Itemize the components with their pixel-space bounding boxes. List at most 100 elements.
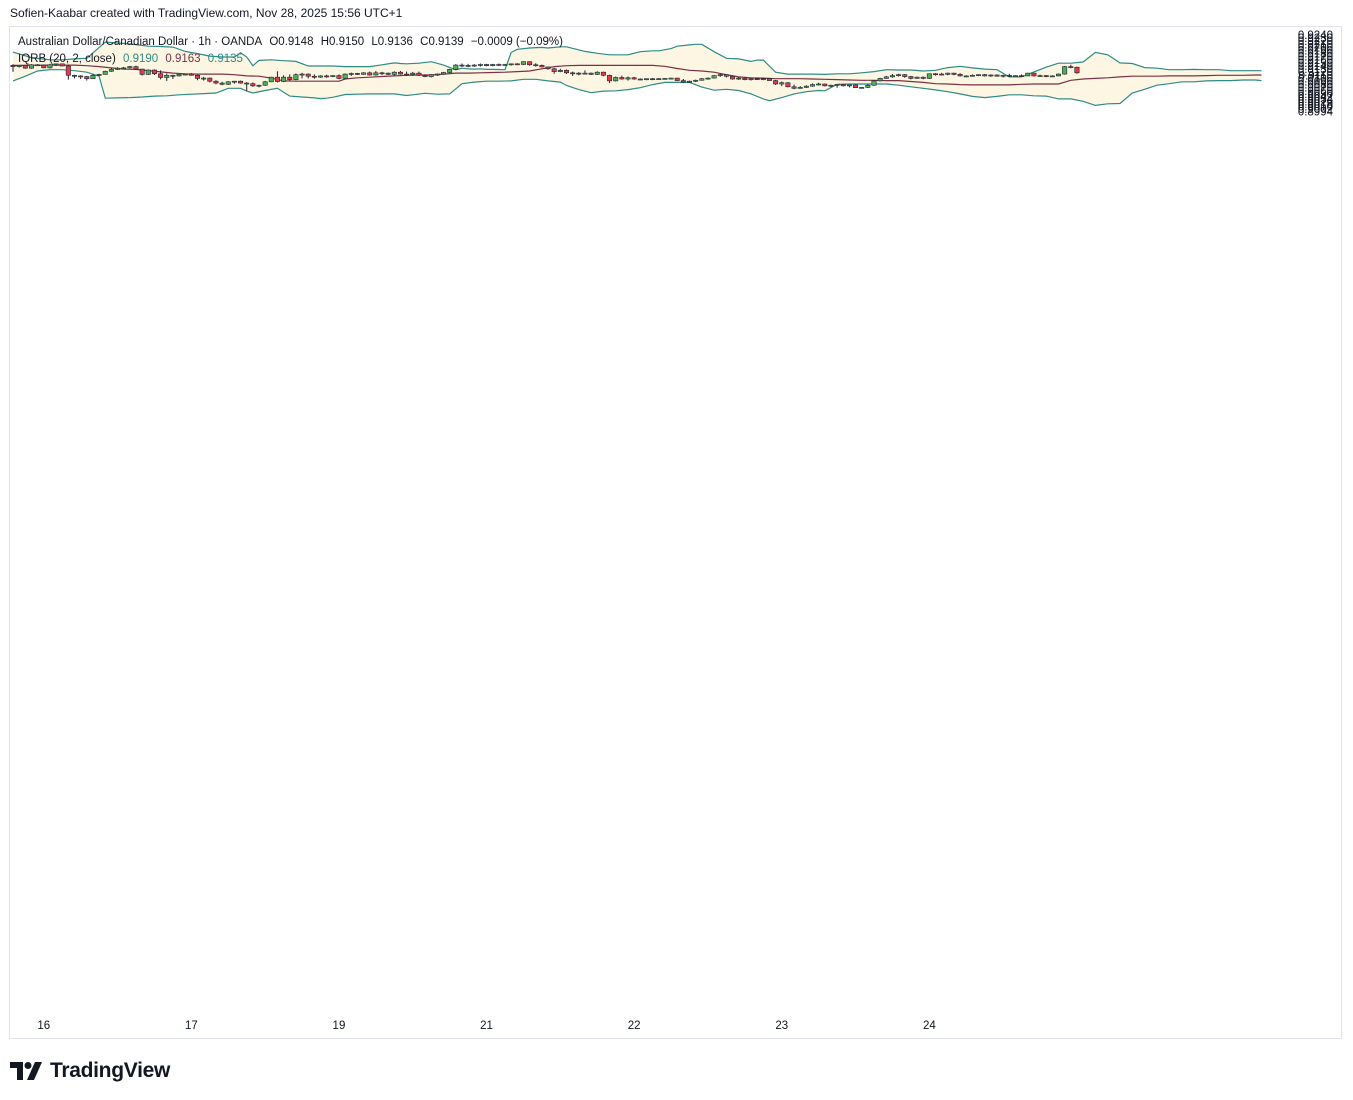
price-tick-label: 0.9002 xyxy=(1298,104,1333,116)
candle xyxy=(342,73,348,80)
price-tick-label: 0.9120 xyxy=(1298,67,1333,79)
candle-body-down xyxy=(1031,72,1037,77)
candle-body-down xyxy=(539,65,545,68)
candle-body-down xyxy=(324,75,330,78)
band-layer xyxy=(12,41,1262,107)
price-tick-label: 0.9220 xyxy=(1298,36,1333,48)
candle xyxy=(281,75,287,83)
candle xyxy=(354,72,360,75)
candle xyxy=(748,78,754,81)
candle-body-down xyxy=(22,65,28,69)
candle xyxy=(766,78,772,81)
candle-body-down xyxy=(563,70,569,74)
candle-body-down xyxy=(151,69,157,75)
candle-body-up xyxy=(816,83,822,86)
candle xyxy=(299,72,305,79)
candle-body-up xyxy=(736,77,742,80)
tradingview-logo-icon xyxy=(10,1062,42,1080)
candle xyxy=(988,74,994,77)
candle-body-down xyxy=(195,75,201,79)
candle xyxy=(545,66,551,70)
candle xyxy=(305,73,311,79)
candle xyxy=(1043,74,1049,78)
candle xyxy=(594,71,600,75)
candle xyxy=(102,70,108,75)
candle xyxy=(1031,72,1037,77)
candle-body-up xyxy=(262,81,268,86)
candle xyxy=(434,73,440,76)
candle xyxy=(1062,66,1068,75)
candle xyxy=(637,78,643,81)
candle xyxy=(969,74,975,77)
indicator-title[interactable]: IQRB (20, 2, close) xyxy=(18,53,116,65)
candle xyxy=(533,63,539,67)
price-tick-label: 0.9210 xyxy=(1298,39,1333,51)
price-tick-label: 0.9190 xyxy=(1298,46,1333,58)
candle xyxy=(520,61,526,66)
time-axis[interactable]: 16 17 19 21 22 23 24 xyxy=(37,1020,936,1032)
candle-body-up xyxy=(440,72,446,75)
low-value: L0.9136 xyxy=(371,36,413,48)
candle xyxy=(859,87,865,89)
candle xyxy=(195,74,201,81)
candle xyxy=(53,63,59,66)
price-tick-label: 0.9110 xyxy=(1299,70,1333,82)
candle xyxy=(385,72,391,75)
candle-body-up xyxy=(102,70,108,75)
candle xyxy=(834,83,840,88)
candle xyxy=(816,82,822,86)
candle-body-up xyxy=(976,74,982,76)
candle-body-down xyxy=(287,76,293,80)
candle-body-down xyxy=(723,74,729,77)
time-tick-label: 22 xyxy=(628,1020,641,1032)
candle xyxy=(65,65,71,80)
lower-band-value: 0.9135 xyxy=(207,53,243,65)
time-tick-label: 23 xyxy=(775,1020,788,1032)
price-tick-label: 0.9180 xyxy=(1298,49,1333,61)
candle-body-down xyxy=(1068,66,1074,68)
candle xyxy=(416,71,422,76)
candle xyxy=(853,84,859,89)
candle-body-up xyxy=(803,85,809,88)
candle-body-up xyxy=(859,87,865,89)
candle-body-up xyxy=(108,69,114,72)
price-tick-label: 0.9042 xyxy=(1298,91,1333,103)
candle xyxy=(582,70,588,75)
candle xyxy=(865,83,871,89)
candle xyxy=(889,74,895,78)
candle xyxy=(256,84,262,88)
candle-body-up xyxy=(969,75,975,77)
candle xyxy=(668,77,674,80)
candle-body-down xyxy=(59,63,65,67)
candle-body-up xyxy=(256,84,262,87)
candle xyxy=(250,82,256,87)
chart-legend: Australian Dollar/Canadian Dollar · 1h ·… xyxy=(18,34,567,68)
candle xyxy=(797,86,803,89)
candle xyxy=(219,81,225,86)
candle-body-up xyxy=(434,73,440,76)
tradingview-logo[interactable]: TradingView xyxy=(10,1058,170,1084)
chart-credit: Sofien-Kaabar created with TradingView.c… xyxy=(10,6,403,20)
price-axis[interactable]: 0.92400.92300.92200.92100.92000.91900.91… xyxy=(1298,30,1334,118)
price-tick-label: 0.9240 xyxy=(1298,30,1333,42)
candle xyxy=(926,73,932,80)
candle-body-down xyxy=(588,72,594,75)
candle-body-down xyxy=(607,75,613,82)
candle-body-up xyxy=(1012,75,1018,77)
candle-body-up xyxy=(391,71,397,75)
price-tick-label: 0.8994 xyxy=(1298,106,1334,118)
candle xyxy=(244,82,250,92)
price-tick-label: 0.9018 xyxy=(1298,99,1333,111)
candle xyxy=(600,71,606,77)
candle-body-down xyxy=(631,77,637,80)
symbol-title[interactable]: Australian Dollar/Canadian Dollar · 1h ·… xyxy=(18,36,263,48)
candle xyxy=(871,80,877,86)
candle xyxy=(607,74,613,84)
candle-body-down xyxy=(742,77,748,80)
candle-body-up xyxy=(871,80,877,86)
candle-body-down xyxy=(600,71,606,76)
candle-body-down xyxy=(680,80,686,83)
candle xyxy=(35,64,41,67)
candle-body-up xyxy=(883,76,889,79)
